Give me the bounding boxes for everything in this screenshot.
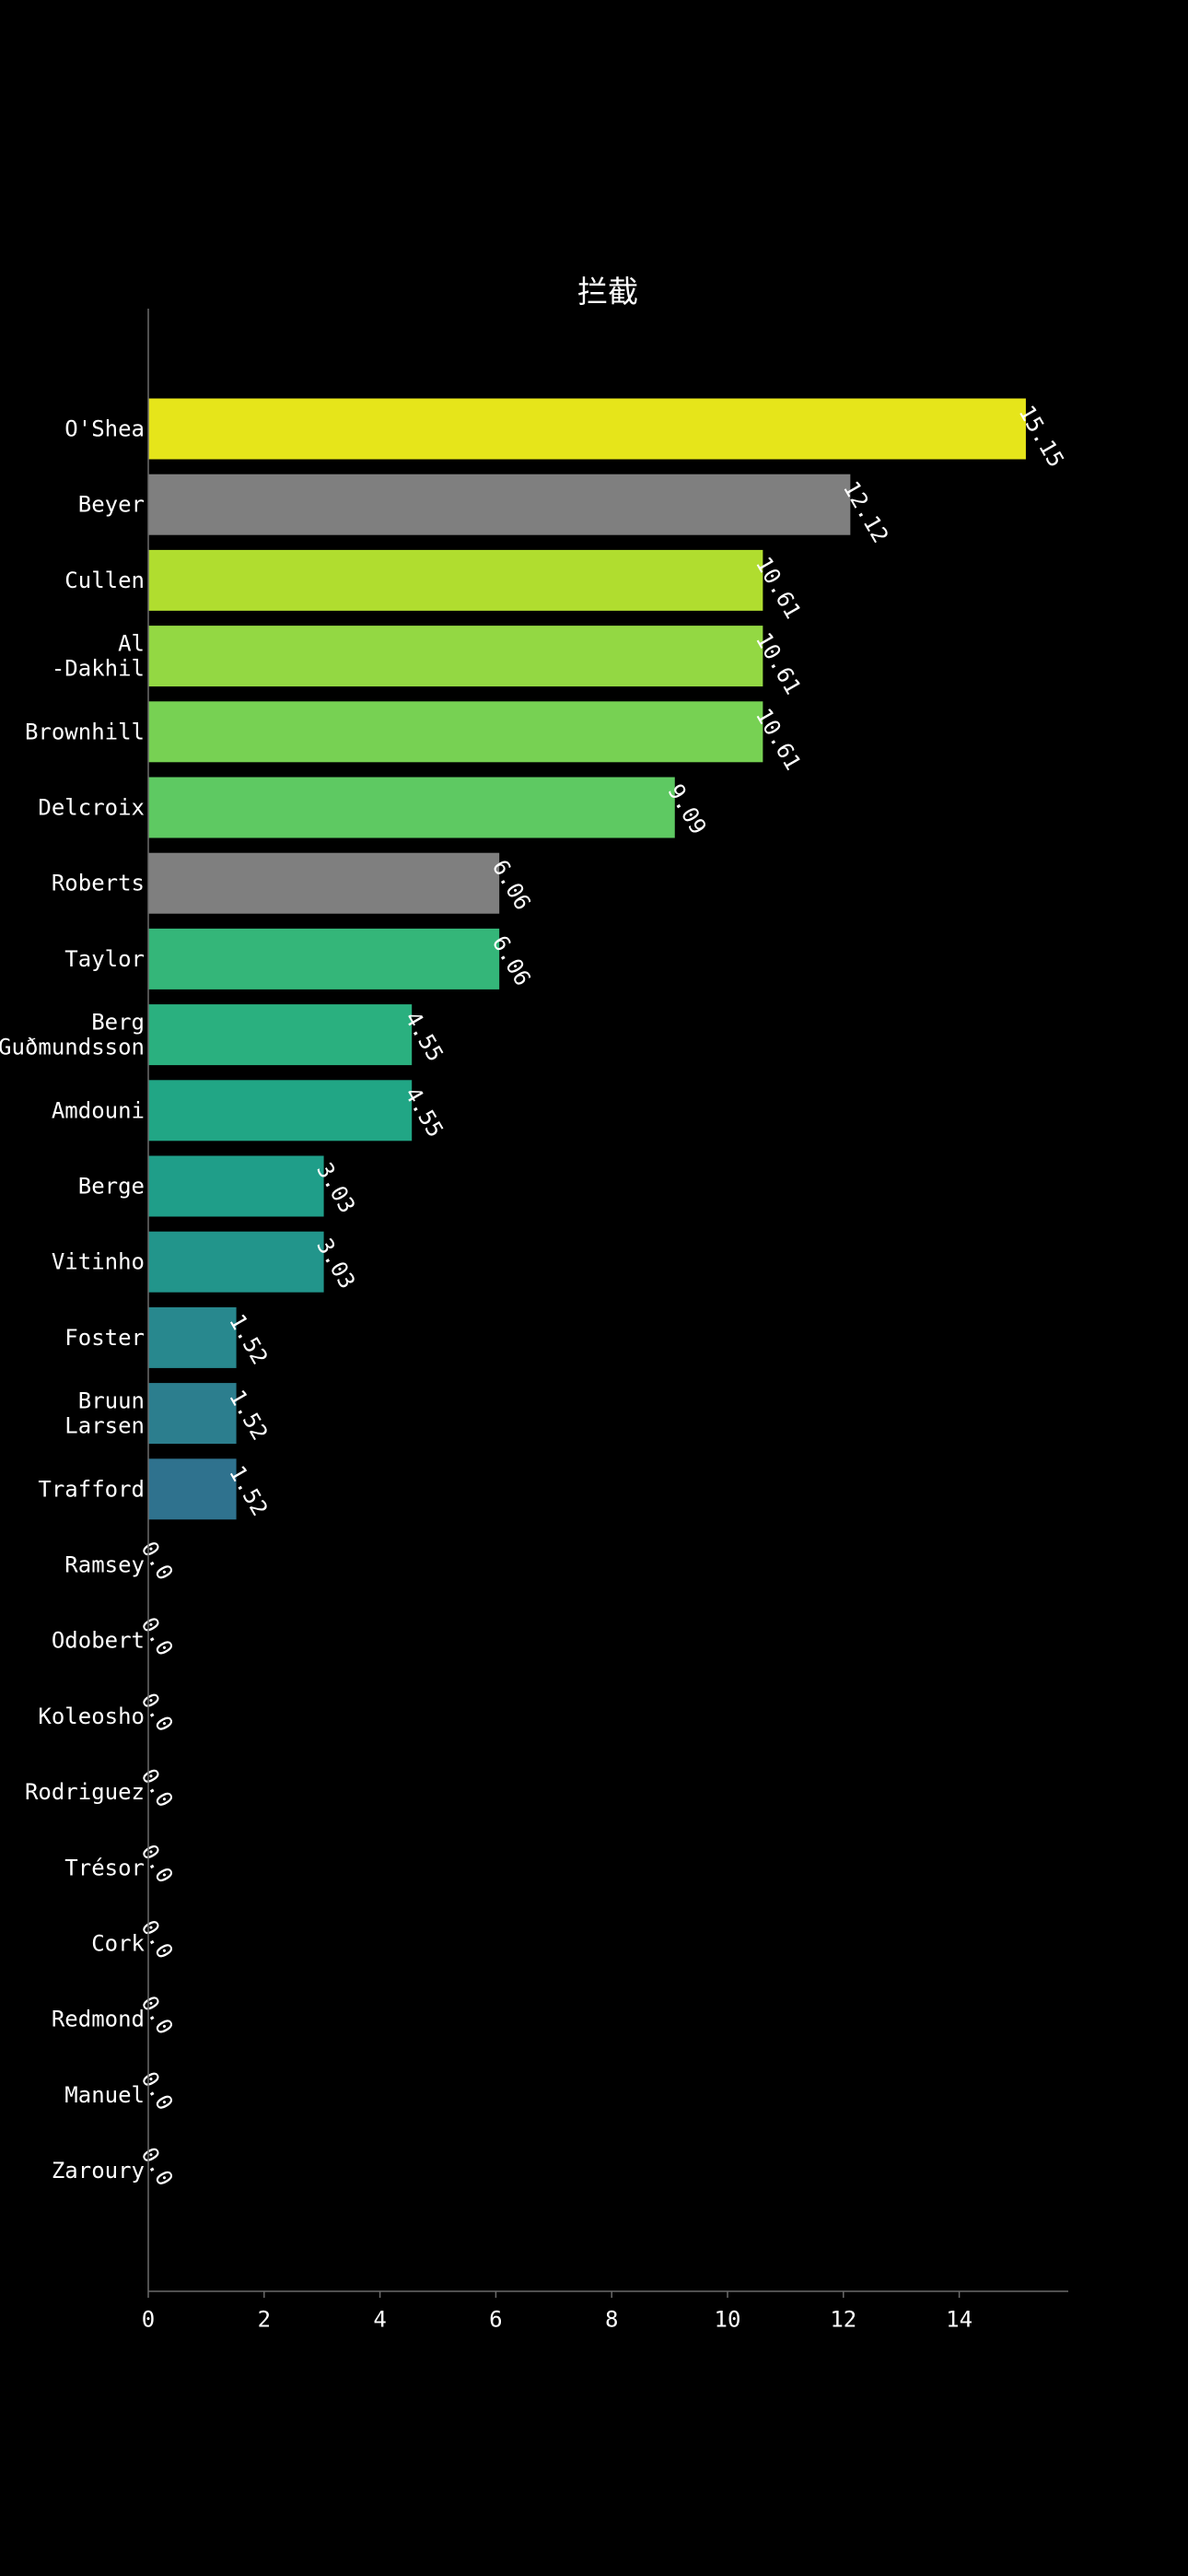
bar-4 xyxy=(148,701,763,763)
category-label-14: Trafford xyxy=(38,1476,145,1502)
bars-group xyxy=(148,398,1026,1520)
x-tick-label-0: 0 xyxy=(142,2307,155,2333)
x-tick-label-4: 8 xyxy=(605,2307,618,2333)
chart-title: 拦截 xyxy=(577,274,638,310)
category-label-8: Berg Guðmundsson xyxy=(0,1010,145,1060)
category-label-9: Amdouni xyxy=(52,1097,145,1123)
bar-14 xyxy=(148,1458,237,1520)
bar-2 xyxy=(148,549,763,611)
x-tick-label-3: 6 xyxy=(489,2307,502,2333)
category-label-6: Roberts xyxy=(52,871,145,896)
category-label-2: Cullen xyxy=(64,568,145,593)
category-label-5: Delcroix xyxy=(38,795,145,821)
x-tick-label-1: 2 xyxy=(258,2307,271,2333)
bar-7 xyxy=(148,928,500,989)
bar-5 xyxy=(148,777,675,838)
bar-10 xyxy=(148,1155,324,1217)
x-tick-label-2: 4 xyxy=(373,2307,386,2333)
category-label-4: Brownhill xyxy=(25,719,145,744)
category-label-10: Berge xyxy=(78,1174,145,1200)
category-label-22: Manuel xyxy=(64,2082,145,2108)
bar-6 xyxy=(148,852,500,914)
category-label-19: Trésor xyxy=(64,1855,145,1880)
category-label-20: Cork xyxy=(91,1931,145,1957)
bar-12 xyxy=(148,1306,237,1368)
category-label-1: Beyer xyxy=(78,492,145,518)
bar-9 xyxy=(148,1080,413,1142)
bar-11 xyxy=(148,1231,324,1293)
category-label-18: Rodriguez xyxy=(25,1779,145,1805)
category-label-16: Odobert xyxy=(52,1628,145,1654)
category-labels-group: O'Shea Beyer Cullen Al -Dakhil Brownhill Delcr… xyxy=(0,416,146,2184)
category-label-3: Al -Dakhil xyxy=(52,631,145,682)
category-label-15: Ramsey xyxy=(64,1552,145,1578)
category-label-11: Vitinho xyxy=(52,1249,145,1275)
bar-0 xyxy=(148,398,1026,460)
x-tick-label-7: 14 xyxy=(946,2307,973,2333)
category-label-23: Zaroury xyxy=(52,2158,145,2184)
bar-13 xyxy=(148,1383,237,1445)
bar-1 xyxy=(148,474,851,535)
category-label-7: Taylor xyxy=(64,946,145,972)
x-ticks-group: 0 2 4 6 8 10 12 14 xyxy=(142,2291,973,2333)
category-label-17: Koleosho xyxy=(38,1704,145,1729)
bar-3 xyxy=(148,626,763,687)
category-label-13: Bruun Larsen xyxy=(64,1388,145,1439)
x-tick-label-5: 10 xyxy=(715,2307,741,2333)
bar-8 xyxy=(148,1004,413,1066)
category-label-21: Redmond xyxy=(52,2007,145,2032)
category-label-12: Foster xyxy=(64,1325,145,1351)
x-tick-label-6: 12 xyxy=(830,2307,856,2333)
category-label-0: O'Shea xyxy=(64,416,145,442)
